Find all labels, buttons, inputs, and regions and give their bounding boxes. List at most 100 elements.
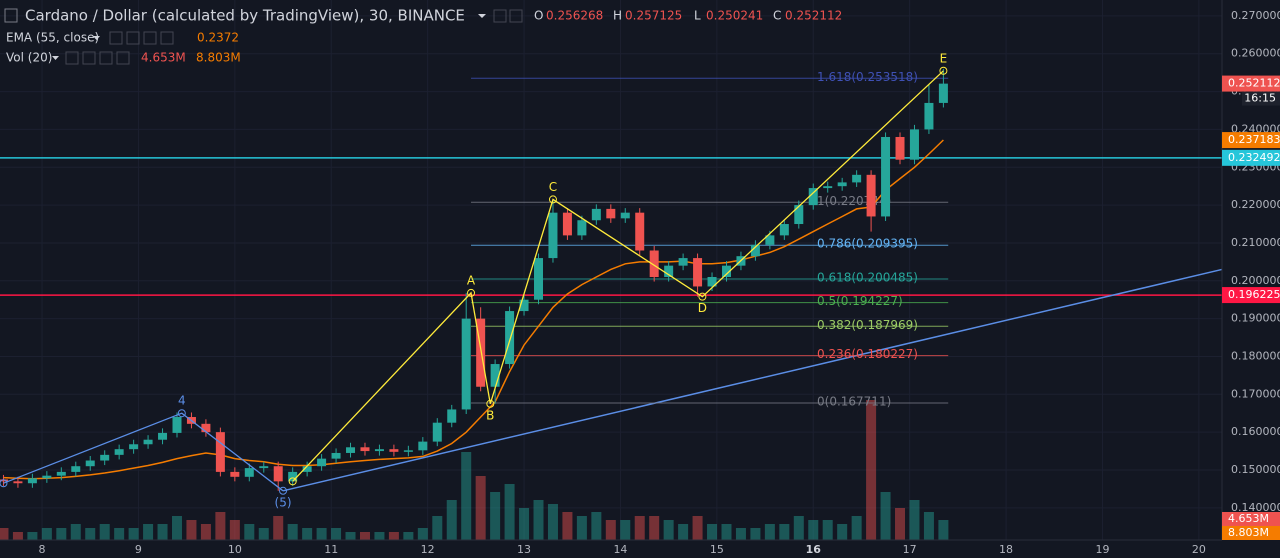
candle-body <box>866 174 876 217</box>
y-tick-label: 0.180000 <box>1231 349 1280 362</box>
price-tag-label: 0.196225 <box>1228 288 1280 301</box>
volume-bar <box>114 528 125 540</box>
x-tick-label: 9 <box>135 543 142 556</box>
candle-body <box>895 136 905 160</box>
icon[interactable] <box>109 31 123 45</box>
volume-bar <box>359 532 370 540</box>
volume-bar <box>923 512 934 540</box>
fib-label: 0.236(0.180227) <box>817 347 918 361</box>
icon[interactable] <box>82 51 96 65</box>
icon[interactable] <box>160 31 174 45</box>
ema-legend: EMA (55, close) <box>6 31 99 45</box>
collapse-icon[interactable] <box>4 8 18 23</box>
icon[interactable] <box>493 9 507 23</box>
caret[interactable] <box>478 14 486 18</box>
candle-body <box>71 466 81 472</box>
y-tick-label: 0.170000 <box>1231 387 1280 400</box>
candle-body <box>273 466 283 482</box>
candle-body <box>114 449 124 455</box>
pattern-label: C <box>549 180 557 194</box>
candle-body <box>505 311 515 365</box>
icon[interactable] <box>126 31 140 45</box>
x-tick-label: 17 <box>903 543 917 556</box>
volume-bar <box>432 516 443 540</box>
volume-bar <box>678 524 689 540</box>
volume-bar <box>70 524 81 540</box>
price-tag <box>1222 132 1280 149</box>
volume-bar <box>576 516 587 540</box>
icon[interactable] <box>116 51 130 65</box>
volume-bar <box>866 400 877 540</box>
wave-point <box>0 479 8 488</box>
volume-bar <box>909 500 920 540</box>
price-tag-label: 0.232492 <box>1228 151 1280 164</box>
ohlc-value: 0.257125 <box>625 9 682 23</box>
wave-label: (5) <box>275 495 292 509</box>
volume-bar <box>85 528 96 540</box>
candle-body <box>808 188 818 206</box>
icon[interactable] <box>65 51 79 65</box>
y-tick-label: 0.140000 <box>1231 501 1280 514</box>
candle-body <box>201 423 211 433</box>
caret[interactable] <box>93 36 100 40</box>
candle-body <box>562 212 572 236</box>
x-tick-label: 8 <box>39 543 46 556</box>
volume-bar <box>620 520 631 540</box>
pattern-label: B <box>486 408 494 422</box>
icon[interactable] <box>99 51 113 65</box>
pattern-point <box>548 195 557 204</box>
volume-bar <box>692 516 703 540</box>
x-tick-label: 11 <box>324 543 338 556</box>
volume-bar <box>562 512 573 540</box>
x-tick-label: 15 <box>710 543 724 556</box>
volume-bar <box>519 508 530 540</box>
volume-bar <box>331 528 342 540</box>
candle-body <box>909 129 919 160</box>
candle-body <box>374 449 384 452</box>
volume-bar <box>808 520 819 540</box>
legend: Cardano / Dollar (calculated by TradingV… <box>4 7 842 65</box>
candle-body <box>215 432 225 472</box>
candle-body <box>172 417 182 433</box>
volume-bar <box>591 512 602 540</box>
volume-bar <box>504 484 515 540</box>
ohlc-value: 0.252112 <box>785 9 842 23</box>
volume-tag-label: 8.803M <box>1228 526 1269 539</box>
ohlc-key: L <box>694 9 701 23</box>
volume-bar <box>895 508 906 540</box>
pattern-label: E <box>940 51 948 65</box>
candle-body <box>129 444 139 450</box>
candle-body <box>649 250 659 278</box>
candle-body <box>447 409 457 423</box>
volume-bar <box>244 524 255 540</box>
ohlc-value: 0.250241 <box>706 9 763 23</box>
y-tick-label: 0.150000 <box>1231 463 1280 476</box>
pattern-point <box>698 292 707 301</box>
candle-body <box>750 244 760 257</box>
candle-body <box>765 235 775 245</box>
y-tick-label: 0.200000 <box>1231 274 1280 287</box>
y-tick-label: 0.270000 <box>1231 9 1280 22</box>
icon[interactable] <box>509 9 523 23</box>
volume-bar <box>837 524 848 540</box>
candle-body <box>230 471 240 477</box>
candle-body <box>259 466 269 469</box>
volume-bar <box>779 524 790 540</box>
volume-bar <box>258 528 269 540</box>
volume-bar <box>215 512 226 540</box>
caret[interactable] <box>52 56 59 60</box>
countdown: 16:15 <box>1244 92 1276 105</box>
y-tick-label: 0.220000 <box>1231 198 1280 211</box>
candle-body <box>620 212 630 219</box>
volume-bar <box>403 532 414 540</box>
icon[interactable] <box>143 31 157 45</box>
candle-body <box>317 458 327 467</box>
pattern-point <box>486 399 495 408</box>
volume-bar <box>605 520 616 540</box>
candle-body <box>158 432 168 440</box>
fib-label: 0.5(0.194227) <box>817 294 903 308</box>
volume-bar <box>417 528 428 540</box>
volume-bar <box>186 520 197 540</box>
fib-label: 0.786(0.209395) <box>817 237 918 251</box>
